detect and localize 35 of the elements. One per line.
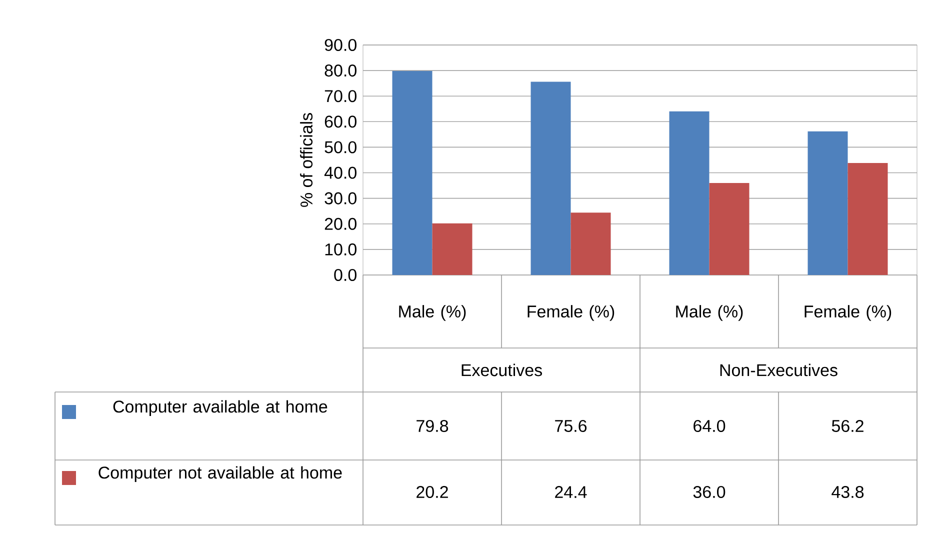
bar xyxy=(808,131,848,275)
data-label: 24.4 xyxy=(555,486,587,498)
bar xyxy=(709,182,750,275)
y-tick-label: 60.0 xyxy=(324,116,356,128)
legend-label: Computer not available at home xyxy=(98,466,342,482)
bar xyxy=(570,212,611,275)
data-label: 79.8 xyxy=(416,420,448,432)
y-tick-label: 40.0 xyxy=(324,166,356,179)
x-tick-label: Female (%) xyxy=(528,305,614,321)
data-label: 20.2 xyxy=(416,486,448,498)
bar xyxy=(848,163,888,275)
y-tick-label: 80.0 xyxy=(324,64,356,77)
x-tick-label: Male (%) xyxy=(676,305,743,321)
y-tick-label: 20.0 xyxy=(324,218,356,230)
y-axis-title: % of officials xyxy=(300,113,313,207)
data-label: 56.2 xyxy=(832,420,864,432)
y-tick-label: 30.0 xyxy=(324,192,356,204)
y-tick-label: 10.0 xyxy=(325,243,356,256)
x-tick-label: Female (%) xyxy=(804,305,892,321)
text: Non-Executives xyxy=(720,364,838,376)
y-tick-label: 90.0 xyxy=(324,38,356,52)
bar xyxy=(392,71,432,275)
x-tick-label: Male (%) xyxy=(399,305,466,321)
text: Executives xyxy=(462,364,542,376)
bar xyxy=(530,82,571,275)
y-tick-label: 70.0 xyxy=(324,90,356,102)
data-label: 64.0 xyxy=(694,420,726,432)
bar xyxy=(432,223,472,275)
legend-label: Computer available at home xyxy=(113,400,328,416)
data-label: 43.8 xyxy=(832,486,864,498)
y-tick-label: 0.0 xyxy=(334,268,356,282)
data-label: 36.0 xyxy=(693,486,726,498)
bar xyxy=(669,111,710,275)
y-tick-label: 50.0 xyxy=(324,141,356,154)
data-label: 75.6 xyxy=(555,420,587,432)
